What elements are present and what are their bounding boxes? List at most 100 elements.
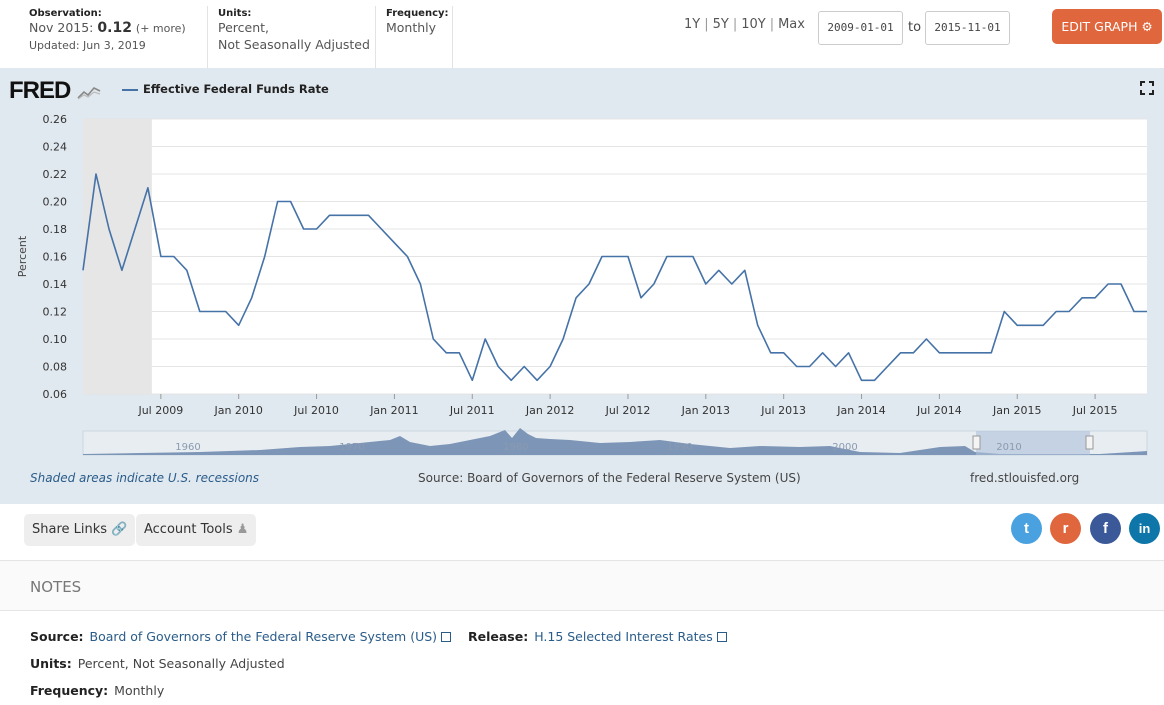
note-frequency: Frequency: Monthly bbox=[30, 683, 164, 698]
units-label: Units: bbox=[218, 8, 252, 19]
account-tools-label: Account Tools bbox=[144, 522, 233, 537]
y-tick-label: 0.08 bbox=[43, 361, 68, 374]
units-line2: Not Seasonally Adjusted bbox=[218, 37, 370, 52]
note-source: Source: Board of Governors of the Federal… bbox=[30, 629, 452, 644]
observation-date: Nov 2015: bbox=[29, 20, 94, 35]
graph-panel: FRED Effective Federal Funds Rate 0.06 0.… bbox=[0, 68, 1164, 504]
chart-legend: Effective Federal Funds Rate bbox=[122, 82, 329, 96]
navigator-label: 2000 bbox=[832, 442, 857, 453]
navigator-label: 2010 bbox=[996, 442, 1021, 453]
units-note-label: Units: bbox=[30, 656, 72, 671]
fullscreen-icon[interactable] bbox=[1140, 81, 1154, 95]
end-date-input[interactable]: 2015-11-01 bbox=[925, 11, 1010, 45]
navigator-right-handle[interactable] bbox=[1085, 435, 1094, 450]
site-link[interactable]: fred.stlouisfed.org bbox=[970, 471, 1080, 485]
y-tick-label: 0.24 bbox=[43, 141, 68, 154]
release-link[interactable]: H.15 Selected Interest Rates bbox=[534, 629, 713, 644]
y-axis-title: Percent bbox=[16, 235, 29, 277]
x-tick-label: Jul 2015 bbox=[1072, 404, 1118, 417]
y-tick-label: 0.22 bbox=[43, 168, 68, 181]
to-label: to bbox=[908, 20, 922, 35]
x-tick-label: Jul 2014 bbox=[916, 404, 962, 417]
link-icon: 🔗 bbox=[111, 522, 128, 537]
external-link-icon[interactable] bbox=[716, 632, 727, 642]
observation-more-link[interactable]: (+ more) bbox=[135, 22, 186, 35]
y-tick-label: 0.10 bbox=[43, 333, 68, 346]
chart-area: 0.06 0.08 0.10 0.12 0.14 0.16 0.18 0.20 0.22 0.24… bbox=[16, 113, 1148, 456]
frequency-block: Frequency: Monthly bbox=[386, 8, 449, 36]
recession-note: Shaded areas indicate U.S. recessions bbox=[30, 471, 260, 485]
x-tick-label: Jul 2013 bbox=[760, 404, 806, 417]
source-note: Source: Board of Governors of the Federa… bbox=[418, 471, 801, 485]
range-5y[interactable]: 5Y bbox=[712, 17, 729, 32]
x-tick-label: Jan 2010 bbox=[213, 404, 262, 417]
navigator-label: 1970 bbox=[339, 442, 364, 453]
legend-label: Effective Federal Funds Rate bbox=[143, 82, 329, 96]
notes-heading: NOTES bbox=[30, 578, 82, 596]
reddit-icon[interactable]: r bbox=[1050, 513, 1081, 544]
user-icon: ♟ bbox=[236, 522, 249, 537]
navigator-left-handle[interactable] bbox=[972, 435, 981, 450]
frequency-note-label: Frequency: bbox=[30, 683, 109, 698]
navigator-label: 1990 bbox=[667, 442, 692, 453]
twitter-icon[interactable]: t bbox=[1011, 513, 1042, 544]
divider bbox=[375, 6, 376, 68]
x-tick-label: Jul 2011 bbox=[449, 404, 495, 417]
source-label: Source: bbox=[30, 629, 84, 644]
x-tick-label: Jan 2012 bbox=[525, 404, 574, 417]
edit-graph-label: EDIT GRAPH bbox=[1061, 19, 1138, 34]
note-release: Release: H.15 Selected Interest Rates bbox=[468, 629, 727, 644]
x-tick-label: Jan 2011 bbox=[369, 404, 418, 417]
observation-label: Observation: bbox=[29, 8, 102, 19]
range-selector: 1Y | 5Y | 10Y | Max bbox=[684, 17, 805, 32]
units-note-value: Percent, Not Seasonally Adjusted bbox=[77, 656, 285, 671]
y-tick-label: 0.20 bbox=[43, 196, 68, 209]
external-link-icon[interactable] bbox=[441, 632, 452, 642]
account-tools-button[interactable]: Account Tools ♟ bbox=[136, 514, 257, 546]
navigator-selection[interactable] bbox=[976, 431, 1090, 455]
share-links-label: Share Links bbox=[32, 522, 108, 537]
frequency-note-value: Monthly bbox=[114, 683, 165, 698]
y-tick-label: 0.06 bbox=[43, 388, 68, 401]
x-tick-label: Jan 2013 bbox=[681, 404, 730, 417]
updated-date: Updated: Jun 3, 2019 bbox=[29, 39, 146, 52]
release-label: Release: bbox=[468, 629, 529, 644]
notes-header: NOTES bbox=[0, 560, 1164, 611]
range-1y[interactable]: 1Y bbox=[684, 17, 701, 32]
series-line[interactable] bbox=[82, 173, 1147, 382]
x-tick-label: Jul 2012 bbox=[605, 404, 651, 417]
range-10y[interactable]: 10Y bbox=[741, 17, 766, 32]
start-date-input[interactable]: 2009-01-01 bbox=[818, 11, 903, 45]
x-tick-label: Jul 2010 bbox=[293, 404, 339, 417]
divider bbox=[207, 6, 208, 68]
linkedin-icon[interactable]: in bbox=[1129, 513, 1160, 544]
y-tick-label: 0.16 bbox=[43, 251, 68, 264]
share-row: Share Links 🔗 Account Tools ♟ t r f in bbox=[0, 504, 1164, 560]
fred-chart-icon bbox=[77, 86, 101, 100]
navigator-label: 1960 bbox=[175, 442, 200, 453]
observation-value: 0.12 bbox=[97, 20, 132, 36]
navigator-label: 1980 bbox=[503, 442, 528, 453]
navigator-sparkline bbox=[83, 428, 1147, 455]
frequency-label: Frequency: bbox=[386, 8, 449, 19]
range-max[interactable]: Max bbox=[778, 17, 805, 32]
y-tick-label: 0.18 bbox=[43, 223, 68, 236]
share-links-button[interactable]: Share Links 🔗 bbox=[24, 514, 136, 546]
note-units: Units: Percent, Not Seasonally Adjusted bbox=[30, 656, 285, 671]
legend-swatch bbox=[122, 88, 138, 91]
gear-icon: ⚙ bbox=[1141, 19, 1153, 34]
y-tick-label: 0.14 bbox=[43, 278, 68, 291]
observation-block: Observation: Nov 2015: 0.12 (+ more) Upd… bbox=[29, 8, 186, 54]
units-line1: Percent, bbox=[218, 20, 270, 35]
x-tick-label: Jan 2014 bbox=[836, 404, 885, 417]
frequency-value: Monthly bbox=[386, 20, 437, 35]
units-block: Units: Percent, Not Seasonally Adjusted bbox=[218, 8, 370, 53]
x-tick-label: Jan 2015 bbox=[992, 404, 1041, 417]
source-link[interactable]: Board of Governors of the Federal Reserv… bbox=[89, 629, 438, 644]
edit-graph-button[interactable]: EDIT GRAPH ⚙ bbox=[1052, 9, 1162, 44]
fred-logo: FRED bbox=[9, 77, 101, 105]
y-tick-label: 0.12 bbox=[43, 306, 68, 319]
facebook-icon[interactable]: f bbox=[1090, 513, 1121, 544]
divider bbox=[452, 6, 453, 68]
header-bar: Observation: Nov 2015: 0.12 (+ more) Upd… bbox=[0, 0, 1164, 68]
